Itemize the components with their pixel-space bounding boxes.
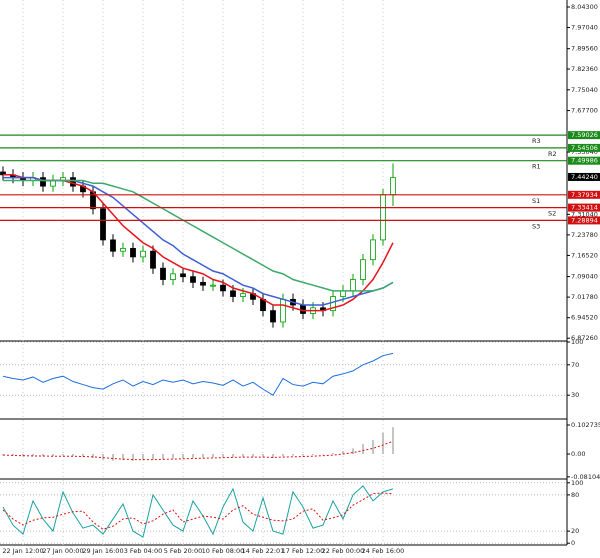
candle-body	[140, 250, 146, 258]
candle-body	[110, 239, 116, 252]
candle-body	[120, 247, 126, 252]
last-price: 7.44240	[571, 173, 598, 181]
candle-body	[40, 177, 46, 187]
candle-body	[300, 304, 306, 314]
candle-body	[170, 273, 176, 280]
y-tick-label: 20	[571, 527, 579, 535]
series-line	[2, 492, 394, 530]
y-tick-label: 7.01780	[571, 293, 598, 301]
candle-body	[190, 276, 196, 283]
series-line	[2, 440, 394, 461]
candle-body	[280, 298, 286, 323]
candle-body	[370, 239, 376, 261]
y-tick-label: 6.87260	[571, 334, 598, 342]
y-tick-label: 0.102735	[571, 421, 600, 429]
level-name: S1	[532, 197, 540, 205]
candle-body	[180, 273, 186, 278]
level-price-box	[568, 216, 600, 225]
level-price: 7.33414	[571, 204, 598, 212]
level-price: 7.59026	[571, 131, 598, 139]
y-tick-label: 8.04300	[571, 3, 598, 11]
candle-body	[100, 208, 106, 241]
candle-body	[70, 177, 76, 187]
candle-body	[270, 310, 276, 323]
level-price-box	[568, 156, 600, 165]
level-name: S3	[532, 222, 540, 230]
candle-body	[150, 250, 156, 269]
y-tick-label: 7.53040	[571, 148, 598, 156]
level-price: 7.37934	[571, 191, 598, 199]
x-tick-label: 24 Feb 16:00	[362, 547, 405, 555]
y-tick-label: 0	[571, 539, 575, 547]
level-price-box	[568, 131, 600, 140]
x-tick-label: 27 Jan 00:00	[42, 547, 83, 555]
y-tick-label: 7.16520	[571, 251, 598, 259]
x-tick-label: 22 Jan 12:00	[2, 547, 43, 555]
series-line	[2, 485, 394, 538]
y-tick-label: 7.82360	[571, 65, 598, 73]
y-tick-label: 7.23780	[571, 231, 598, 239]
candle-body	[160, 267, 166, 280]
x-tick-label: 22 Feb 00:00	[322, 547, 365, 555]
level-name: R2	[548, 150, 557, 158]
last-price-box	[568, 172, 600, 181]
candle-body	[50, 180, 56, 187]
candle-body	[380, 194, 386, 241]
candle-body	[220, 284, 226, 292]
candle-body	[200, 281, 206, 286]
candle-body	[130, 247, 136, 258]
y-tick-label: 100	[571, 479, 583, 487]
y-tick-label: 7.09040	[571, 273, 598, 281]
candle-body	[210, 284, 216, 287]
y-tick-label: 70	[571, 361, 579, 369]
candle-body	[350, 279, 356, 292]
series-line	[3, 179, 394, 292]
level-name: S2	[548, 210, 556, 218]
level-name: R3	[532, 137, 541, 145]
x-tick-label: 10 Feb 08:00	[202, 547, 245, 555]
x-tick-label: 5 Feb 20:00	[164, 547, 203, 555]
level-price: 7.54506	[571, 144, 598, 152]
candle-body	[230, 290, 236, 297]
level-price-box	[568, 203, 600, 212]
y-tick-label: 80	[571, 491, 579, 499]
y-tick-label: -0.081045	[571, 473, 600, 481]
y-tick-label: 7.31040	[571, 210, 598, 218]
x-tick-label: 29 Jan 16:00	[82, 547, 123, 555]
level-price-box	[568, 143, 600, 152]
y-tick-label: 7.89560	[571, 45, 598, 53]
y-tick-label: 7.75040	[571, 86, 598, 94]
series-line	[3, 174, 394, 312]
level-name: R1	[532, 163, 541, 171]
y-tick-label: 0.00	[571, 450, 585, 458]
candle-body	[390, 177, 396, 196]
candle-body	[340, 290, 346, 297]
level-price: 7.28894	[571, 216, 598, 224]
y-tick-label: 6.94520	[571, 314, 598, 322]
candle-body	[240, 293, 246, 297]
y-tick-label: 7.97040	[571, 24, 598, 32]
candle-body	[360, 259, 366, 280]
y-tick-label: 100	[571, 338, 583, 346]
x-tick-label: 17 Feb 12:00	[282, 547, 325, 555]
x-tick-label: 14 Feb 22:01	[242, 547, 285, 555]
series-line	[2, 352, 394, 396]
level-price: 7.49986	[571, 157, 598, 165]
x-tick-label: 3 Feb 04:00	[124, 547, 163, 555]
y-tick-label: 7.67700	[571, 107, 598, 115]
level-price-box	[568, 190, 600, 199]
y-tick-label: 30	[571, 391, 579, 399]
